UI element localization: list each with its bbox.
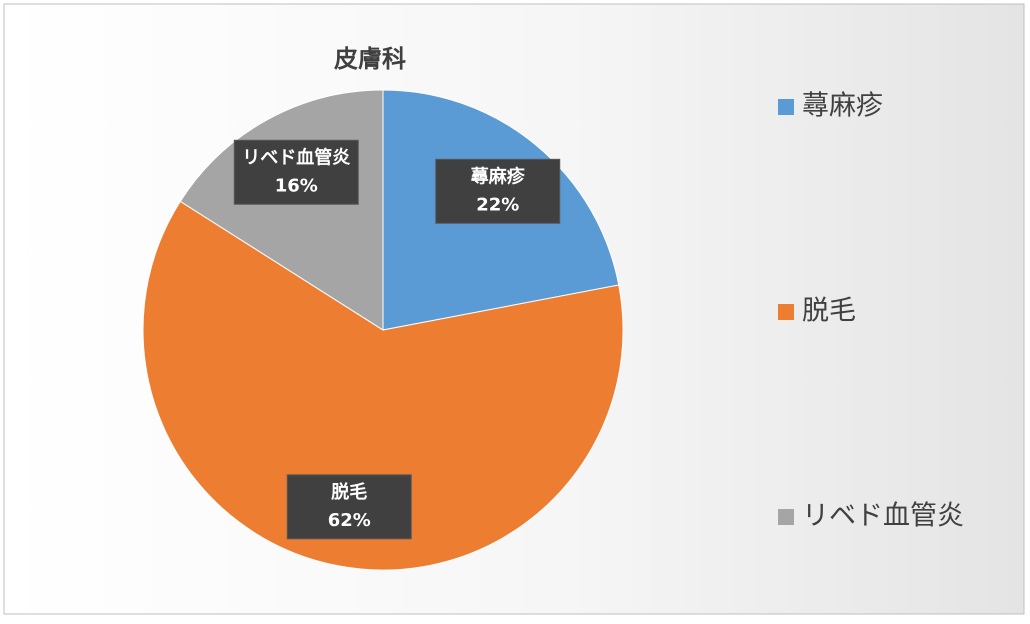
legend-item: リベド血管炎: [778, 501, 964, 532]
legend-swatch: [778, 99, 794, 115]
data-label-value: 16%: [275, 175, 318, 196]
legend-item: 脱毛: [778, 296, 856, 327]
data-label: 脱毛 62%: [286, 474, 412, 540]
legend-swatch: [778, 509, 794, 525]
data-label: リベド血管炎 16%: [233, 139, 359, 205]
pie-slice: [142, 200, 624, 571]
legend-item: 蕁麻疹: [778, 91, 883, 122]
legend-label: リベド血管炎: [802, 501, 964, 532]
data-label-box: [435, 158, 561, 224]
chart-title: 皮膚科: [334, 45, 406, 73]
data-label: 蕁麻疹 22%: [435, 158, 561, 224]
legend-label: 蕁麻疹: [802, 91, 883, 122]
data-label-category: 蕁麻疹: [471, 165, 526, 187]
data-label-value: 62%: [328, 510, 371, 531]
data-label-category: 脱毛: [331, 481, 367, 503]
data-label-box: [233, 139, 359, 205]
legend-swatch: [778, 304, 794, 320]
data-label-value: 22%: [476, 194, 519, 215]
data-label-category: リベド血管炎: [242, 146, 350, 168]
legend-label: 脱毛: [802, 296, 856, 327]
data-label-box: [286, 474, 412, 540]
